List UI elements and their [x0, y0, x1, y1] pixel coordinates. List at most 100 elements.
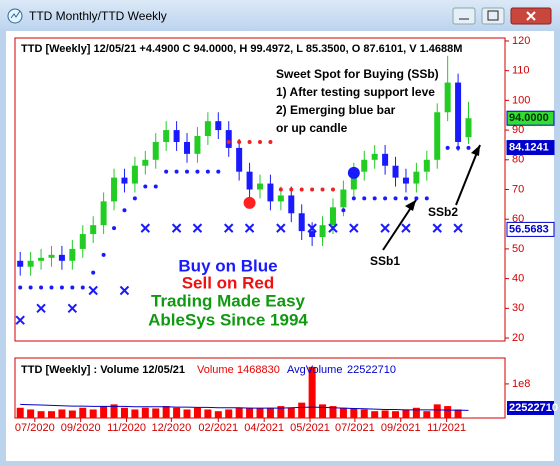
volume-bar [298, 402, 306, 418]
candle-body [455, 82, 462, 142]
avg-volume-line [20, 403, 469, 411]
x-marker [328, 223, 338, 233]
support-dot [351, 196, 356, 201]
support-dot [59, 285, 64, 290]
slogan: AbleSys Since 1994 [148, 310, 308, 329]
slogan: Sell on Red [182, 273, 275, 292]
candle-body [100, 201, 107, 226]
volume-bar [246, 407, 254, 418]
volume-bar [423, 411, 431, 418]
price-header: TTD [Weekly] 12/05/21 +4.4900 C 94.0000,… [21, 43, 462, 55]
avg-tag-label: 22522710 [509, 402, 558, 414]
support-dot [383, 196, 388, 201]
x-marker [192, 223, 203, 233]
candle-body [236, 147, 243, 172]
volume-bar [131, 409, 139, 418]
support-dot [70, 285, 75, 290]
y-tick-label: 50 [512, 243, 524, 255]
volume-bar [319, 404, 327, 418]
support-dot [195, 169, 200, 174]
x-marker [349, 223, 359, 233]
volume-bar [308, 366, 316, 418]
minimize-button[interactable] [452, 7, 476, 25]
support-dot [112, 226, 117, 231]
x-marker [380, 223, 390, 233]
candle-body [246, 171, 253, 190]
y-tick-label: 110 [512, 65, 530, 77]
support-dot [18, 285, 23, 290]
x-marker [67, 303, 78, 314]
resistance-dot [278, 187, 283, 192]
annotation: or up candle [276, 121, 348, 135]
volume-bar [204, 409, 212, 418]
legend-value: 22522710 [347, 364, 396, 376]
x-tick-label: 07/2021 [335, 422, 375, 434]
x-marker [307, 223, 317, 233]
volume-bar [27, 409, 35, 418]
y-tick-label: 120 [512, 35, 530, 47]
candle-body [267, 183, 274, 202]
candle-body [444, 82, 451, 113]
x-marker [119, 285, 130, 296]
x-marker [171, 223, 182, 233]
annotation: Sweet Spot for Buying (SSb) [276, 67, 439, 81]
price-tag [506, 140, 555, 156]
x-marker [453, 223, 463, 233]
support-dot [456, 145, 461, 150]
volume-bar [433, 404, 441, 418]
maximize-button[interactable] [481, 7, 505, 25]
support-dot [341, 208, 346, 213]
y-tick-label: 40 [512, 273, 524, 285]
support-dot [424, 196, 429, 201]
candle-body [27, 260, 34, 267]
y-tick-label: 100 [512, 94, 530, 106]
support-dot [393, 196, 398, 201]
volume-bar [193, 407, 201, 418]
volume-bar [89, 409, 97, 418]
candle-body [173, 130, 180, 142]
support-dot [91, 270, 96, 275]
legend-value: 1468830 [237, 364, 280, 376]
y-tick-label: 80 [512, 154, 524, 166]
volume-bar [37, 411, 45, 418]
candle-body [58, 254, 65, 261]
volume-bar [454, 409, 462, 418]
x-marker [401, 223, 411, 233]
volume-bar [381, 410, 389, 418]
volume-bar [277, 406, 285, 418]
resistance-dot [247, 139, 252, 144]
avg-tag [507, 401, 554, 415]
candle-body [298, 213, 305, 232]
y-tick-label: 20 [512, 332, 524, 344]
price-tag [506, 221, 555, 237]
candle-body [319, 225, 326, 238]
volume-bar [444, 406, 452, 418]
volume-bar [100, 406, 108, 418]
volume-bar [465, 417, 473, 418]
volume-bar [120, 407, 128, 418]
y-tick-label: 1e8 [512, 378, 530, 390]
x-tick-label: 04/2021 [244, 422, 284, 434]
support-dot [362, 196, 367, 201]
candle-body [142, 159, 149, 166]
support-dot [101, 252, 106, 257]
volume-bar [266, 407, 274, 418]
annotation: 2) Emerging blue bar [276, 103, 396, 117]
maximize-glyph [487, 10, 499, 21]
x-marker [140, 223, 151, 233]
candle-body [309, 231, 316, 238]
support-dot [205, 169, 210, 174]
support-dot [174, 169, 179, 174]
candle-body [371, 153, 378, 160]
resistance-dot [289, 187, 294, 192]
volume-bar [16, 407, 24, 418]
support-dot [445, 145, 450, 150]
candle-body [111, 177, 118, 202]
volume-bar [225, 409, 233, 418]
candle-body [329, 207, 336, 226]
candle-body [194, 136, 201, 154]
app-icon-glyph [10, 10, 21, 19]
support-dot [216, 169, 221, 174]
candle-body [350, 171, 357, 190]
support-dot [403, 196, 408, 201]
